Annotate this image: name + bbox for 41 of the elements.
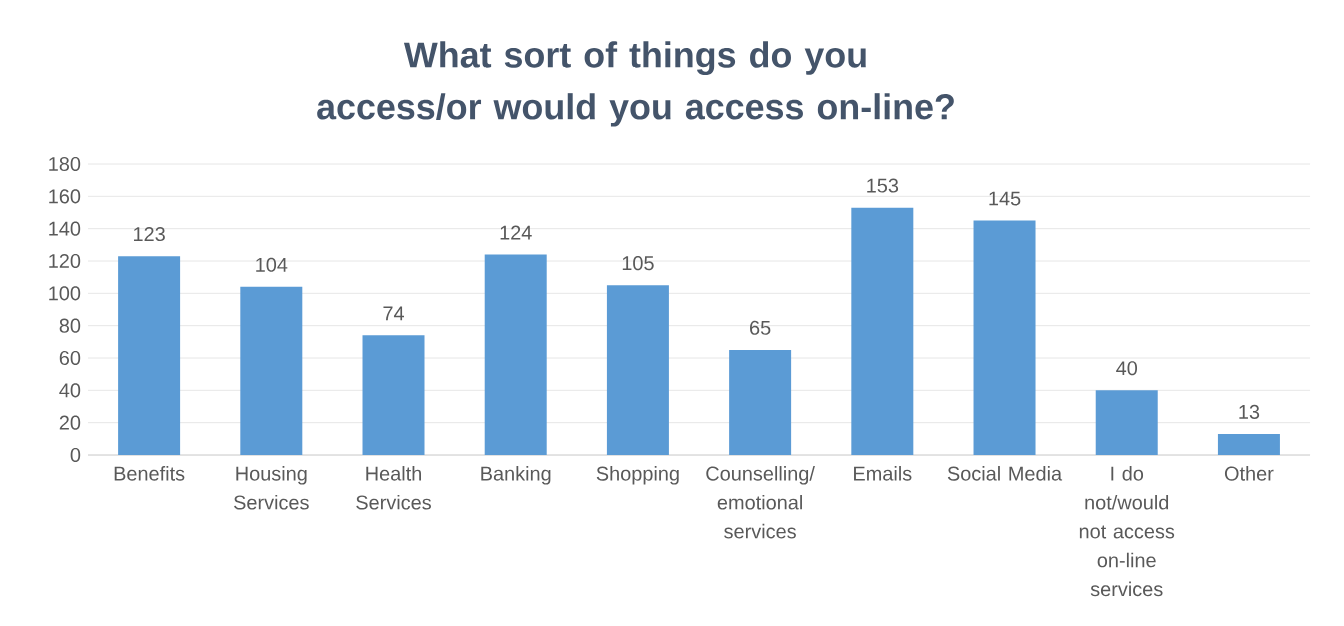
data-label: 124 (500, 225, 532, 240)
bar (362, 335, 425, 455)
bar (1217, 433, 1280, 455)
y-tick-label: 100 (49, 286, 81, 301)
y-tick-label: 0 (70, 447, 81, 463)
data-label: 105 (622, 256, 654, 271)
data-label: 65 (750, 320, 771, 335)
bar (851, 207, 914, 455)
data-label: 13 (1239, 404, 1260, 419)
bar (118, 256, 181, 455)
x-tick-label: I do not/would not access on-line services (1079, 466, 1175, 597)
data-label: 74 (383, 306, 404, 321)
x-tick-label: Emails (854, 466, 912, 481)
y-tick-label: 60 (59, 350, 81, 366)
x-tick-label: Counselling/ emotional services (706, 466, 815, 539)
data-label: 40 (1116, 361, 1138, 376)
y-tick-label: 160 (49, 189, 81, 204)
y-tick-label: 120 (49, 253, 81, 269)
chart-title: What sort of things do you access/or would you access on-line? (317, 41, 954, 127)
bar (240, 286, 303, 455)
y-tick-label: 20 (59, 415, 81, 430)
data-label: 123 (134, 227, 165, 242)
y-tick-label: 80 (59, 318, 81, 333)
x-tick-label: Shopping (596, 466, 679, 485)
data-label: 145 (989, 191, 1021, 206)
bar (484, 254, 547, 455)
y-tick-label: 40 (59, 383, 81, 398)
x-tick-label: Other (1224, 466, 1274, 481)
bar (606, 285, 669, 455)
x-tick-label: Benefits (114, 466, 185, 481)
x-tick-label: Health Services (356, 466, 431, 510)
x-tick-label: Banking (481, 466, 551, 485)
data-label: 153 (867, 178, 899, 193)
x-tick-label: Social Media (947, 466, 1063, 481)
data-label: 104 (256, 257, 288, 272)
y-tick-label: 140 (49, 221, 81, 236)
bar (973, 220, 1036, 455)
bar (729, 349, 792, 455)
y-tick-label: 180 (49, 156, 81, 172)
bar (1095, 390, 1158, 455)
x-tick-label: Housing Services (234, 466, 309, 510)
